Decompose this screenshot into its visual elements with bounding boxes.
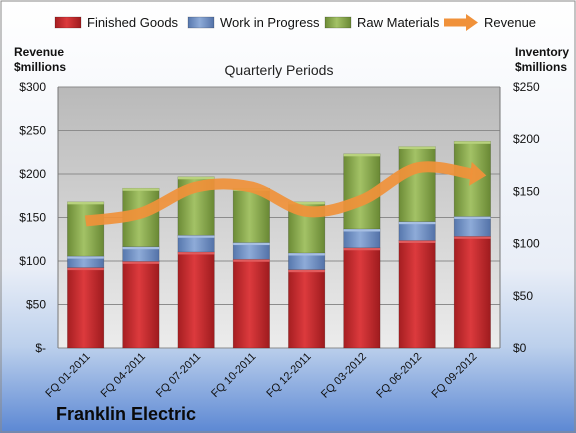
right-tick-label: $0 <box>513 341 527 355</box>
revenue-point-fq-07-2011 <box>195 186 197 188</box>
legend-work-in-progress-label: Work in Progress <box>220 15 320 30</box>
left-tick-label: $- <box>35 341 46 355</box>
bar-finished-goods-fq-09-2012 <box>453 235 491 349</box>
bar-finished-goods-fq-04-2011-cap <box>122 261 160 264</box>
left-tick-label: $200 <box>19 167 46 181</box>
bar-finished-goods-fq-03-2012-cap <box>343 247 381 251</box>
bar-finished-goods-fq-01-2011-cap <box>67 267 104 271</box>
bars <box>67 140 491 349</box>
revenue-point-fq-12-2011 <box>306 211 308 213</box>
legend-finished-goods-label: Finished Goods <box>87 15 179 30</box>
left-tick-label: $250 <box>19 124 46 138</box>
legend-work-in-progress-swatch <box>187 16 215 29</box>
right-tick-label: $50 <box>513 289 533 303</box>
chart-title: Quarterly Periods <box>225 62 334 78</box>
bar-work-in-progress-fq-03-2012 <box>343 228 381 249</box>
bar-work-in-progress-fq-04-2011-cap <box>122 246 160 250</box>
right-axis-title-line1: Inventory <box>515 45 569 59</box>
bar-work-in-progress-fq-03-2012-cap <box>343 228 381 232</box>
bar-finished-goods-fq-12-2011 <box>288 269 326 349</box>
bar-raw-materials-fq-07-2011-cap <box>177 176 215 180</box>
bar-finished-goods-fq-12-2011-cap <box>288 269 325 273</box>
right-axis-title-line2: $millions <box>515 60 567 74</box>
bar-raw-materials-fq-06-2012-cap <box>398 146 436 150</box>
bar-work-in-progress-fq-12-2011-cap <box>288 252 325 256</box>
bar-work-in-progress-fq-01-2011-cap <box>67 256 104 259</box>
legend-revenue-swatch-arrow <box>466 14 478 31</box>
revenue-point-fq-10-2011 <box>251 186 253 188</box>
bar-raw-materials-fq-06-2012 <box>398 146 436 222</box>
revenue-point-fq-01-2011 <box>85 220 87 222</box>
revenue-point-fq-06-2012 <box>416 167 418 169</box>
bar-work-in-progress-fq-10-2011-cap <box>233 242 270 246</box>
bar-finished-goods-fq-01-2011 <box>67 267 105 349</box>
bar-finished-goods-fq-10-2011 <box>232 258 270 349</box>
right-tick-label: $200 <box>513 132 540 146</box>
left-tick-label: $150 <box>19 211 46 225</box>
legend-revenue: Revenue <box>444 14 536 31</box>
bar-raw-materials-fq-12-2011-cap <box>288 201 325 205</box>
bar-raw-materials-fq-01-2011 <box>67 201 105 257</box>
legend-finished-goods: Finished Goods <box>54 15 179 30</box>
brand-label: Franklin Electric <box>56 404 196 424</box>
legend-raw-materials-swatch <box>324 16 352 29</box>
bar-finished-goods-fq-04-2011 <box>122 261 160 349</box>
right-tick-label: $250 <box>513 80 540 94</box>
left-axis-title-line2: $millions <box>14 60 66 74</box>
legend-revenue-label: Revenue <box>484 15 536 30</box>
bar-raw-materials-fq-09-2012-cap <box>454 141 491 144</box>
bar-finished-goods-fq-10-2011-cap <box>233 259 270 262</box>
left-tick-label: $50 <box>26 298 46 312</box>
bar-work-in-progress-fq-07-2011 <box>177 234 215 253</box>
bar-raw-materials-fq-01-2011-cap <box>67 201 104 205</box>
left-tick-label: $100 <box>19 254 46 268</box>
bar-raw-materials-fq-04-2011-cap <box>122 188 160 191</box>
bar-raw-materials-fq-03-2012-cap <box>343 153 381 157</box>
revenue-line <box>84 161 474 227</box>
bar-finished-goods-fq-06-2012-cap <box>398 240 436 243</box>
bar-work-in-progress-fq-09-2012-cap <box>454 216 491 219</box>
bar-work-in-progress-fq-06-2012 <box>398 221 436 241</box>
revenue-point-fq-09-2012 <box>472 173 474 175</box>
bar-finished-goods-fq-09-2012-cap <box>454 236 491 239</box>
bar-finished-goods-fq-07-2011 <box>177 251 215 349</box>
legend-raw-materials: Raw Materials <box>324 15 440 30</box>
right-tick-label: $150 <box>513 184 540 198</box>
bar-finished-goods-fq-07-2011-cap <box>177 251 215 255</box>
bar-finished-goods-fq-06-2012 <box>398 240 436 349</box>
bar-finished-goods-fq-03-2012 <box>343 247 381 349</box>
bar-work-in-progress-fq-07-2011-cap <box>177 235 215 238</box>
revenue-line-layer <box>84 161 487 227</box>
right-axis-ticks: $0 $50 $100 $150 $200 $250 <box>513 80 540 355</box>
left-tick-label: $300 <box>19 80 46 94</box>
legend-finished-goods-swatch <box>54 16 82 29</box>
bar-work-in-progress-fq-12-2011 <box>288 252 326 271</box>
left-axis-title-line1: Revenue <box>14 45 64 59</box>
right-tick-label: $100 <box>513 237 540 251</box>
bar-work-in-progress-fq-10-2011 <box>232 242 270 260</box>
bar-work-in-progress-fq-09-2012 <box>453 216 491 237</box>
bar-work-in-progress-fq-06-2012-cap <box>398 221 436 225</box>
revenue-arrowhead <box>469 161 487 186</box>
revenue-point-fq-03-2012 <box>361 199 363 201</box>
legend: Finished Goods Work in Progress Raw Materi… <box>54 14 536 31</box>
legend-raw-materials-label: Raw Materials <box>357 15 440 30</box>
revenue-point-fq-04-2011 <box>140 212 142 214</box>
left-axis-ticks: $- $50 $100 $150 $200 $250 $300 <box>19 80 46 355</box>
legend-work-in-progress: Work in Progress <box>187 15 320 30</box>
